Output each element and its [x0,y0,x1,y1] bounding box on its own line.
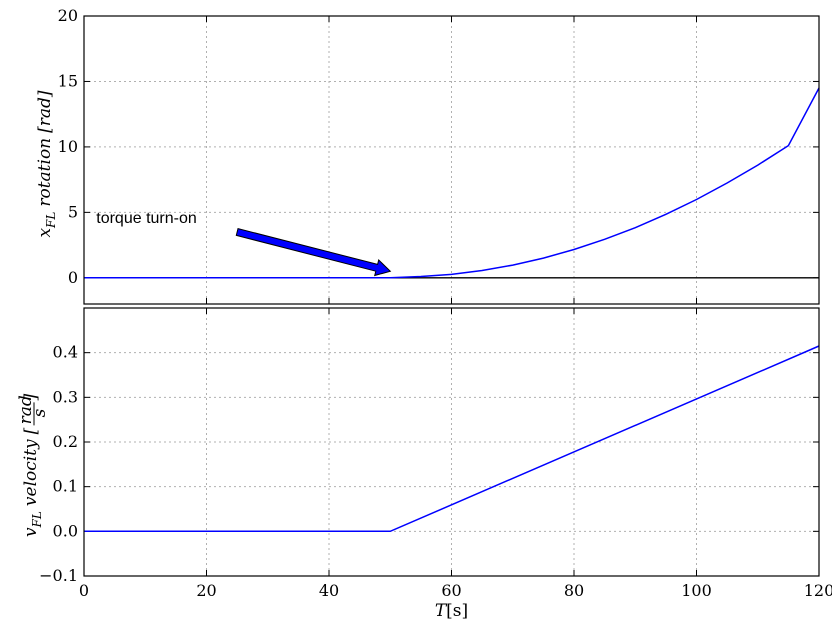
time-xlabel: T[s] [435,601,468,621]
velocity-ylabel-word: velocity [21,439,41,506]
rotation-series-line [84,87,820,279]
rotation-ytick-label: 10 [58,137,78,156]
velocity-ylabel: vFLvelocity[ rad s ] [16,393,50,537]
velocity-xtick-label: 120 [804,581,832,600]
velocity-grid [83,308,820,577]
rotation-ylabel-var: x [35,228,55,238]
rotation-ylabel-unit: [rad] [35,90,55,133]
rotation-ytick-label: 5 [68,202,78,221]
velocity-xtick-label: 60 [441,581,461,600]
velocity-xtick-label: 80 [564,581,584,600]
velocity-ylabel-var: v [21,527,41,537]
velocity-ytick-label: 0.4 [53,343,78,362]
velocity-xtick-label: 40 [319,581,339,600]
rotation-ylabel-sub: FL [44,212,58,229]
rotation-ylabel: xFL rotation [rad] [35,90,58,237]
time-xlabel-unit: [s] [446,601,468,621]
velocity-xtick-label: 0 [79,581,89,600]
velocity-ytick-label: 0.0 [53,521,78,540]
rotation-ytick-label: 15 [58,71,78,90]
rotation-axes-frame [83,15,820,305]
velocity-axes-frame [83,307,820,577]
torque-turn-on-arrow [235,227,392,277]
time-xlabel-var: T [435,601,448,621]
velocity-subplot: 0 20 40 60 80 100 120 −0.1 0.0 0.1 0.2 0.3 0.4 vFL ve… [16,307,832,621]
rotation-subplot: 0 5 10 15 20 torque turn-on xFL rotation [rad] [35,6,820,305]
velocity-ylabel-unit-denominator: s [30,408,50,417]
velocity-ytick-label: −0.1 [39,566,78,585]
rotation-ytick-label: 20 [58,6,78,25]
velocity-ylabel-sub: FL [30,511,44,528]
rotation-ylabel-word: rotation [35,138,55,207]
velocity-ytick-label: 0.3 [53,387,78,406]
arrow-shape [235,227,392,277]
svg-text:vFLvelocity[: vFLvelocity[ [21,427,44,537]
velocity-ylabel-unit-numerator: rad [16,395,36,424]
velocity-xtick-label: 100 [681,581,712,600]
svg-text:]: ] [21,393,41,401]
velocity-ytick-label: 0.1 [53,477,78,496]
rotation-ticks: 0 5 10 15 20 [58,6,820,304]
velocity-ytick-label: 0.2 [53,432,78,451]
velocity-ticks: 0 20 40 60 80 100 120 −0.1 0.0 0.1 0.2 0.3 0.4 [39,308,832,600]
velocity-series-line [84,345,820,533]
velocity-xtick-label: 20 [196,581,216,600]
torque-turn-on-annotation: torque turn-on [96,210,197,227]
rotation-ytick-label: 0 [68,268,78,287]
rotation-grid [83,15,820,304]
